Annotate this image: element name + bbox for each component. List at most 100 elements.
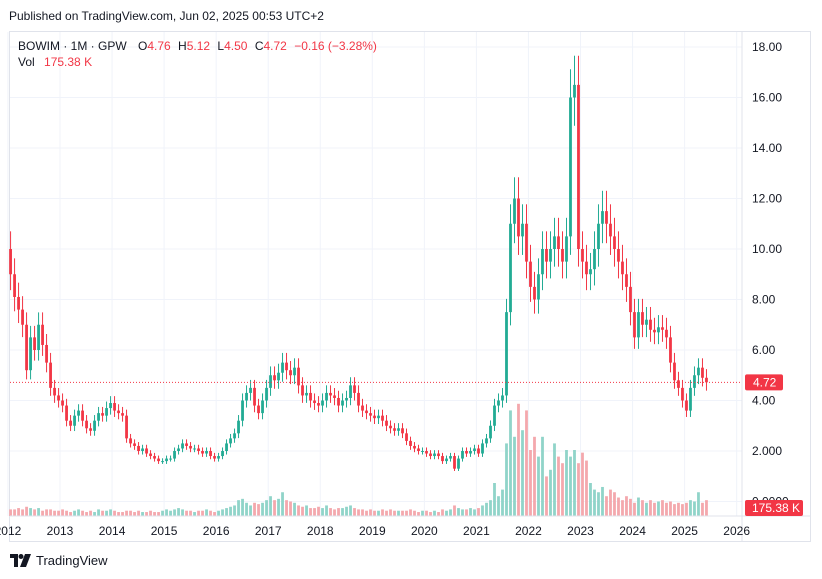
- candle-body: [89, 428, 92, 431]
- volume-label: Vol: [18, 55, 35, 69]
- volume-bar: [89, 510, 92, 516]
- candle-body: [529, 261, 532, 287]
- volume-bar: [345, 506, 348, 516]
- candle-body: [121, 413, 124, 416]
- candle-body: [365, 410, 368, 414]
- volume-bar: [225, 508, 228, 516]
- published-caption: Published on TradingView.com, Jun 02, 20…: [9, 9, 324, 23]
- low-label: L: [217, 39, 225, 53]
- candle-body: [653, 329, 656, 333]
- candle-body: [673, 362, 676, 381]
- volume-bar: [281, 492, 284, 516]
- volume-bar: [641, 500, 644, 516]
- volume-bar: [65, 510, 68, 516]
- volume-bar: [17, 508, 20, 516]
- candle-body: [157, 458, 160, 462]
- volume-bar: [209, 510, 212, 516]
- price-tick-label: 6.00: [752, 343, 776, 357]
- footer-brand: TradingView: [10, 553, 108, 568]
- candle-body: [577, 84, 580, 249]
- candle-body: [93, 420, 96, 431]
- candle-body: [537, 274, 540, 300]
- volume-bar: [529, 450, 532, 516]
- candle-body: [317, 403, 320, 406]
- symbol-label[interactable]: BOWIM · 1M · GPW: [18, 39, 127, 53]
- candle-body: [149, 453, 152, 457]
- candle-body: [525, 223, 528, 262]
- volume-bar: [381, 509, 384, 516]
- candle-body: [389, 425, 392, 429]
- volume-bar: [105, 510, 108, 516]
- candle-body: [441, 456, 444, 462]
- volume-bar: [637, 497, 640, 516]
- volume-bar: [521, 430, 524, 516]
- candle-body: [621, 261, 624, 275]
- volume-bar: [241, 498, 244, 516]
- candle-body: [145, 448, 148, 454]
- candle-body: [545, 249, 548, 262]
- time-tick-label: 2013: [47, 524, 74, 538]
- volume-bar: [325, 505, 328, 516]
- candle-body: [65, 405, 68, 421]
- candle-body: [41, 324, 44, 345]
- volume-bar: [557, 456, 560, 516]
- volume-bar: [501, 489, 504, 516]
- volume-bar: [617, 497, 620, 516]
- candle-body: [249, 387, 252, 393]
- time-tick-label: 2026: [723, 524, 750, 538]
- volume-bar: [661, 500, 664, 516]
- volume-bar: [341, 508, 344, 516]
- time-axis[interactable]: 2012 2013 2014 2015 2016 2017 2018 2019 2020 2021…: [0, 515, 810, 538]
- volume-bar: [53, 510, 56, 516]
- volume-bar: [301, 506, 304, 516]
- candle-body: [505, 312, 508, 396]
- volume-bar: [601, 486, 604, 516]
- candle-body: [265, 387, 268, 401]
- volume-bar: [657, 501, 660, 516]
- volume-bar: [385, 510, 388, 516]
- candle-body: [605, 211, 608, 224]
- candle-body: [337, 397, 340, 406]
- candle-body: [633, 312, 636, 338]
- volume-bar: [417, 512, 420, 516]
- volume-bar: [125, 510, 128, 516]
- volume-bar: [321, 508, 324, 516]
- candle-body: [217, 456, 220, 459]
- volume-bar: [289, 501, 292, 516]
- candle-body: [669, 337, 672, 363]
- low-value: 4.50: [224, 39, 248, 53]
- volume-bar: [577, 463, 580, 516]
- volume-bar: [377, 510, 380, 516]
- candle-body: [193, 448, 196, 450]
- volume-bar: [437, 512, 440, 516]
- volume-bar: [421, 510, 424, 516]
- volume-bar: [137, 510, 140, 516]
- volume-bar: [409, 509, 412, 516]
- candle-body: [493, 405, 496, 426]
- volume-bar: [173, 509, 176, 516]
- time-tick-label: 2020: [411, 524, 438, 538]
- candle-body: [393, 428, 396, 431]
- volume-bar: [317, 506, 320, 516]
- candle-body: [665, 329, 668, 338]
- price-tick-label: 10.00: [752, 242, 782, 256]
- time-tick-label: 2016: [203, 524, 230, 538]
- volume-bar: [565, 450, 568, 516]
- volume-bar: [433, 510, 436, 516]
- volume-bar: [93, 512, 96, 516]
- volume-bar: [401, 510, 404, 516]
- tradingview-logo-icon: [10, 554, 31, 567]
- time-tick-label: 2018: [307, 524, 334, 538]
- candle-body: [661, 327, 664, 330]
- chart-frame: [9, 31, 811, 542]
- volume-bar: [277, 498, 280, 516]
- candle-body: [701, 367, 704, 378]
- price-axis[interactable]: 0.00002.0004.006.008.0010.0012.0014.0016…: [741, 32, 789, 541]
- candle-body: [313, 400, 316, 404]
- candle-body: [293, 367, 296, 376]
- candle-body: [25, 324, 28, 371]
- candle-body: [477, 448, 480, 454]
- volume-bar: [413, 510, 416, 516]
- volume-bar: [349, 505, 352, 516]
